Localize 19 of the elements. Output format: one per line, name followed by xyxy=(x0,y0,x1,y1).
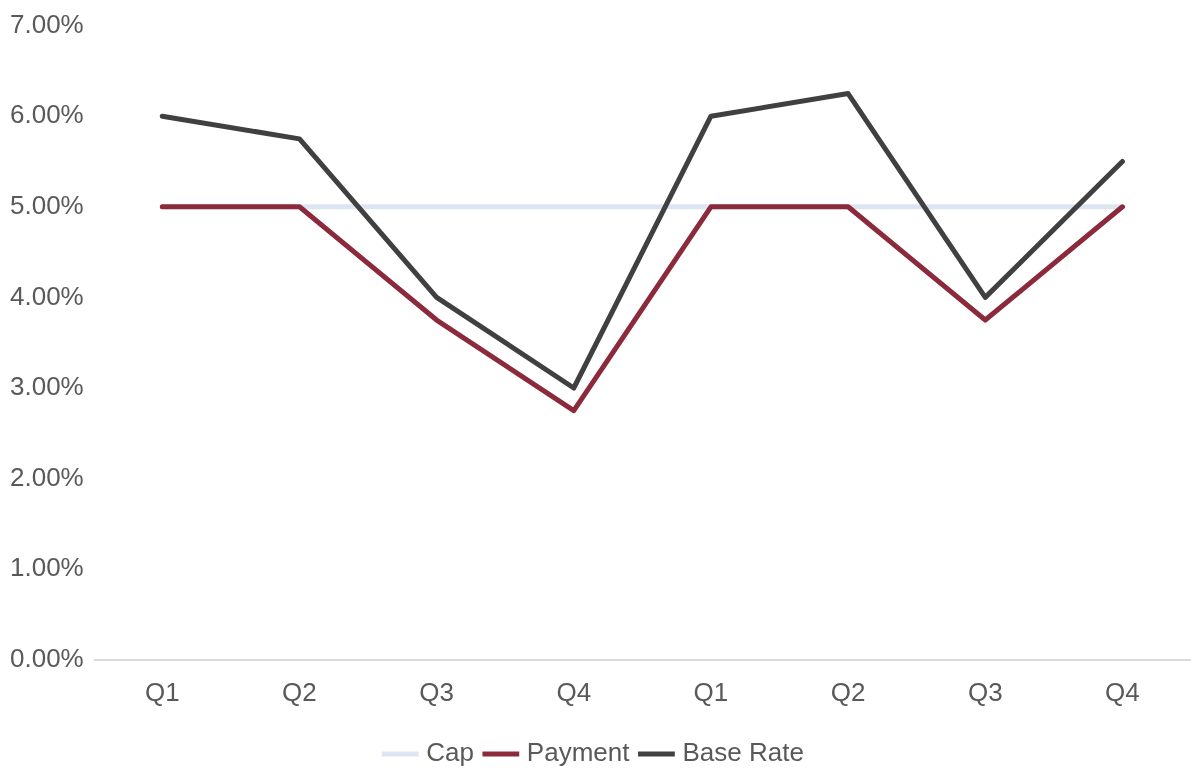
legend-label: Cap xyxy=(426,737,474,768)
y-tick-label: 7.00% xyxy=(9,8,84,39)
x-tick-label: Q4 xyxy=(1105,676,1140,707)
x-tick-label: Q2 xyxy=(830,676,866,707)
y-tick-label: 1.00% xyxy=(9,552,84,583)
legend-label: Payment xyxy=(526,737,631,768)
y-tick-label: 0.00% xyxy=(9,642,84,673)
y-tick-label: 2.00% xyxy=(9,461,84,492)
y-tick-label: 6.00% xyxy=(9,99,84,130)
x-tick-label: Q1 xyxy=(693,676,729,707)
x-tick-label: Q3 xyxy=(419,676,454,707)
x-tick-label: Q2 xyxy=(282,676,317,707)
x-tick-label: Q1 xyxy=(144,676,180,707)
y-tick-label: 4.00% xyxy=(9,280,84,311)
x-tick-label: Q4 xyxy=(556,676,592,707)
y-tick-label: 3.00% xyxy=(9,371,84,402)
x-tick-label: Q3 xyxy=(967,676,1003,707)
y-tick-label: 5.00% xyxy=(9,189,84,220)
legend-label: Base Rate xyxy=(682,737,804,768)
